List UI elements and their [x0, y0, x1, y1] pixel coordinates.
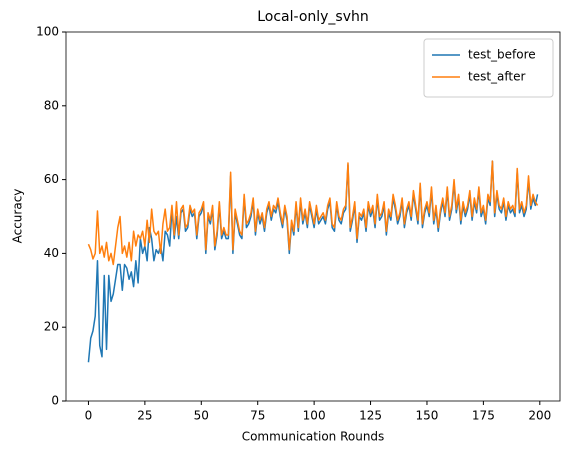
y-tick-label: 80	[44, 98, 59, 112]
x-tick-label: 0	[85, 409, 93, 423]
y-tick-label: 20	[44, 320, 59, 334]
x-tick-label: 100	[303, 409, 326, 423]
x-tick-label: 175	[472, 409, 495, 423]
x-tick-label: 125	[359, 409, 382, 423]
x-tick-label: 200	[528, 409, 551, 423]
chart-title: Local-only_svhn	[257, 9, 369, 25]
y-tick-label: 100	[36, 25, 59, 39]
x-tick-label: 25	[137, 409, 152, 423]
x-tick-label: 75	[250, 409, 265, 423]
y-tick-label: 40	[44, 246, 59, 260]
x-tick-label: 50	[194, 409, 209, 423]
legend-label: test_before	[468, 48, 536, 62]
x-axis-label: Communication Rounds	[242, 430, 385, 444]
y-axis-label: Accuracy	[11, 189, 25, 244]
x-tick-label: 150	[416, 409, 439, 423]
line-series	[87, 160, 539, 266]
legend-label: test_after	[468, 70, 526, 84]
plot-frame	[65, 31, 561, 402]
y-tick-label: 0	[51, 394, 59, 408]
y-tick-label: 60	[44, 172, 59, 186]
legend-box	[423, 38, 554, 98]
